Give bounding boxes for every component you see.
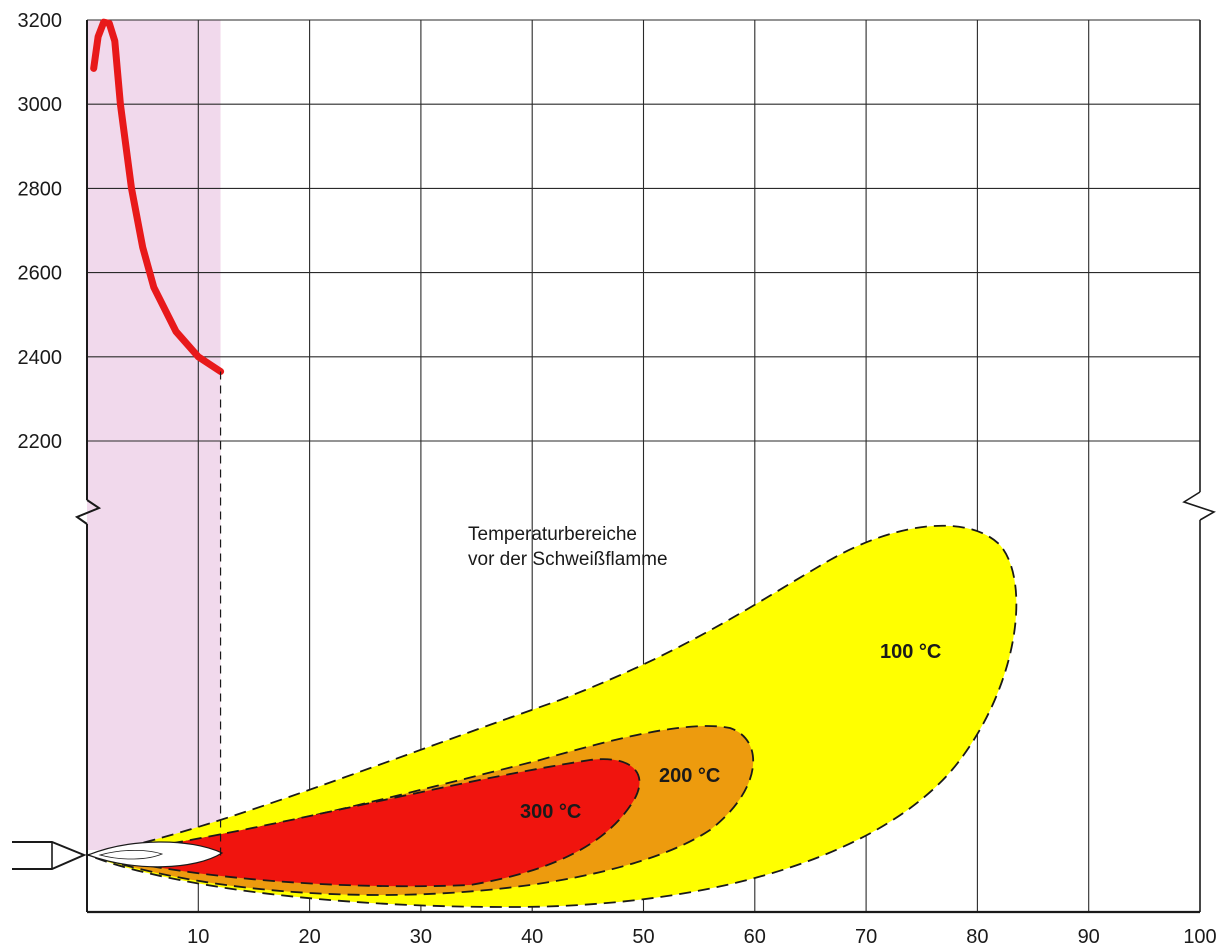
y-tick-label-2400: 2400 <box>18 347 63 369</box>
torch-nozzle-icon <box>12 841 87 870</box>
y-tick-label-2600: 2600 <box>18 263 63 285</box>
zone-label-300: 300 °C <box>520 801 581 823</box>
zone-area-300 <box>95 758 641 888</box>
x-tick-label-80: 80 <box>966 926 988 948</box>
temperature-series <box>90 18 225 858</box>
flame-cone <box>86 841 224 868</box>
zone-area-100 <box>84 524 1018 908</box>
x-tick-label-30: 30 <box>410 926 432 948</box>
x-tick-label-50: 50 <box>632 926 654 948</box>
x-tick-label-70: 70 <box>855 926 877 948</box>
y-tick-label-3200: 3200 <box>18 10 63 32</box>
grid <box>87 19 1200 912</box>
axes <box>12 20 1216 914</box>
zone-label-200: 200 °C <box>659 765 720 787</box>
y-tick-label-2200: 2200 <box>18 431 63 453</box>
flame-region <box>87 20 221 850</box>
x-tick-label-90: 90 <box>1078 926 1100 948</box>
annotation-line-2: vor der Schweißflamme <box>468 549 668 570</box>
x-tick-label-40: 40 <box>521 926 543 948</box>
right-axis-break <box>1182 491 1216 521</box>
y-axis-break <box>74 499 102 525</box>
annotation-line-1: Temperaturbereiche <box>468 524 637 545</box>
zone-label-100: 100 °C <box>880 641 941 663</box>
tick-labels: 10 20 30 40 50 60 70 80 90 100 2200 2400 2600 2800 300… <box>18 10 1217 948</box>
x-tick-label-100: 100 <box>1183 926 1216 948</box>
temperature-zones <box>84 524 1018 908</box>
x-tick-label-60: 60 <box>744 926 766 948</box>
y-tick-label-3000: 3000 <box>18 94 63 116</box>
temperature-curve <box>90 18 225 375</box>
x-tick-label-10: 10 <box>187 926 209 948</box>
x-tick-label-20: 20 <box>298 926 320 948</box>
y-tick-label-2800: 2800 <box>18 178 63 200</box>
flame-core <box>98 849 164 860</box>
